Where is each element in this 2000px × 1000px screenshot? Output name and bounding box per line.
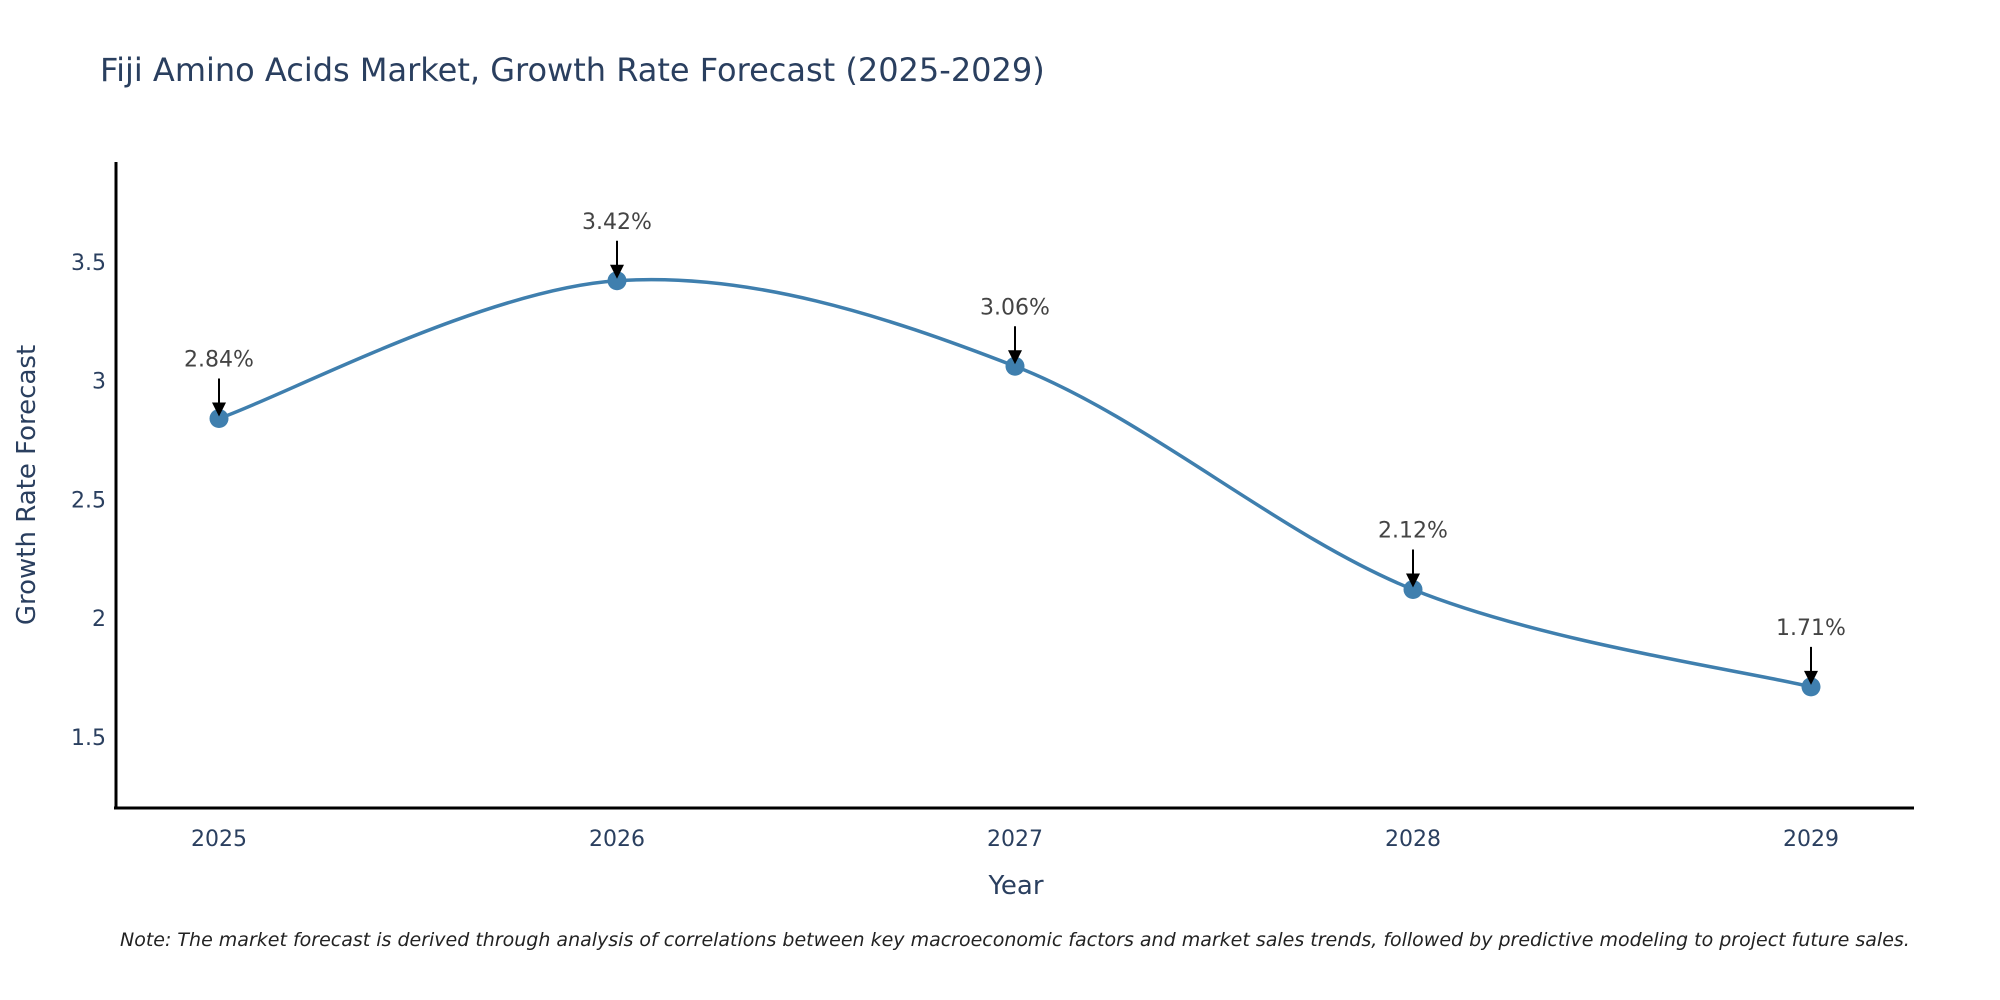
data-label: 3.06% bbox=[980, 295, 1050, 320]
data-point bbox=[209, 409, 229, 428]
y-tick-label: 2 bbox=[92, 607, 106, 632]
y-tick-label: 2.5 bbox=[71, 488, 106, 513]
annotation-arrowhead bbox=[1804, 670, 1818, 685]
data-point bbox=[1403, 580, 1423, 599]
data-label: 3.42% bbox=[582, 210, 652, 235]
annotation-arrowhead bbox=[1008, 350, 1022, 365]
x-tick-label: 2028 bbox=[1385, 827, 1441, 852]
footnote: Note: The market forecast is derived thr… bbox=[120, 929, 1910, 951]
annotation-arrowhead bbox=[1406, 573, 1420, 588]
data-label: 2.84% bbox=[184, 348, 254, 373]
data-label: 2.12% bbox=[1378, 519, 1448, 544]
y-axis-title: Growth Rate Forecast bbox=[12, 345, 42, 625]
x-tick-label: 2029 bbox=[1783, 827, 1839, 852]
x-tick-label: 2027 bbox=[987, 827, 1043, 852]
x-tick-label: 2025 bbox=[191, 827, 247, 852]
data-label: 1.71% bbox=[1776, 616, 1846, 641]
y-axis-ticks: 1.5 2 2.5 3 3.5 bbox=[71, 251, 106, 751]
data-point bbox=[607, 271, 627, 291]
y-tick-label: 1.5 bbox=[71, 726, 106, 751]
plot-area: 2.84% 3.42% 3.06% 2.12% 1.71% bbox=[184, 210, 1846, 697]
x-axis-ticks: 2025 2026 2027 2028 2029 bbox=[191, 827, 1839, 852]
x-tick-label: 2026 bbox=[589, 827, 645, 852]
annotation-arrowhead bbox=[610, 264, 624, 279]
y-tick-label: 3 bbox=[92, 370, 106, 395]
chart-title: Fiji Amino Acids Market, Growth Rate For… bbox=[100, 51, 1045, 89]
y-tick-label: 3.5 bbox=[71, 251, 106, 276]
x-axis-title: Year bbox=[987, 871, 1043, 901]
data-point bbox=[1005, 356, 1025, 376]
annotation-arrowhead bbox=[212, 402, 226, 417]
data-point bbox=[1801, 677, 1821, 697]
